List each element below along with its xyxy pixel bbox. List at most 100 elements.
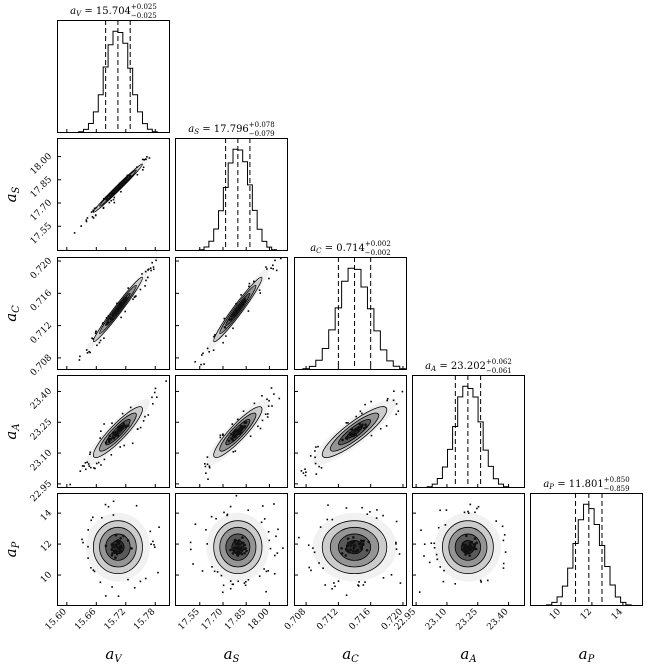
sample-point	[99, 339, 102, 342]
sample-point	[123, 444, 125, 447]
panel-a_C-vs-a_C: aC = 0.714+0.002 −0.002	[294, 240, 407, 370]
sample-point	[253, 280, 255, 283]
sample-point	[202, 352, 204, 355]
sample-point	[222, 433, 224, 435]
x-tick-label-a_A: 23.10	[424, 607, 449, 632]
sample-point	[192, 563, 194, 565]
core-point	[114, 549, 117, 552]
core-point	[464, 543, 467, 547]
panel-a_A-vs-a_S	[175, 375, 288, 488]
core-point	[347, 551, 351, 554]
sample-point	[267, 413, 269, 415]
sample-point	[102, 207, 105, 209]
sample-point	[215, 517, 217, 520]
core-point	[464, 553, 467, 556]
core-point	[227, 439, 231, 443]
core-point	[240, 426, 243, 430]
sample-point	[280, 257, 282, 260]
core-point	[236, 308, 239, 311]
sample-point	[116, 302, 118, 305]
sample-point	[86, 461, 89, 463]
sample-point	[385, 425, 388, 427]
sample-point	[144, 158, 147, 160]
core-point	[475, 541, 478, 544]
sample-point	[469, 503, 472, 506]
core-point	[122, 534, 125, 538]
y-tick-label-a_P: 14	[39, 508, 54, 523]
core-point	[234, 433, 238, 437]
core-point	[129, 174, 132, 178]
sample-point	[315, 473, 318, 475]
sample-point	[232, 451, 235, 453]
sample-point	[205, 472, 207, 474]
sample-point	[79, 355, 81, 358]
core-point	[466, 547, 469, 551]
sample-point	[395, 541, 397, 544]
sample-point	[210, 515, 213, 518]
sample-point	[436, 558, 439, 561]
sample-point	[326, 518, 329, 521]
sample-point	[265, 590, 267, 593]
sample-point	[445, 509, 448, 511]
panel-a_P-vs-a_A	[412, 493, 525, 606]
sample-point	[273, 393, 275, 395]
sample-point	[393, 390, 395, 392]
sample-point	[95, 330, 97, 333]
panel-a_P-vs-a_P: aP = 11.801+0.850 −0.859	[530, 476, 643, 606]
core-point	[460, 548, 464, 551]
y-tick-label-a_A: 23.10	[29, 448, 54, 473]
sample-point	[407, 564, 409, 566]
sample-point	[287, 545, 288, 547]
sample-point	[87, 529, 89, 531]
x-axis-label-a_V: aV	[105, 645, 123, 664]
sample-point	[152, 403, 154, 405]
core-point	[239, 548, 242, 552]
core-point	[352, 536, 355, 539]
sample-point	[141, 158, 144, 161]
core-point	[107, 438, 110, 441]
core-point	[112, 545, 116, 549]
sample-point	[503, 534, 506, 536]
panel-frame	[57, 257, 170, 370]
sample-point	[103, 423, 105, 425]
core-point	[344, 554, 348, 557]
core-point	[345, 437, 349, 440]
core-point	[468, 554, 472, 557]
core-point	[474, 547, 478, 551]
sample-point	[97, 461, 100, 464]
sample-point	[312, 547, 314, 549]
sample-point	[124, 310, 126, 313]
sample-point	[146, 156, 148, 158]
sample-point	[274, 259, 276, 262]
sample-point	[89, 351, 91, 354]
core-point	[233, 539, 237, 542]
sample-point	[242, 410, 245, 412]
sample-point	[91, 337, 93, 339]
sample-point	[275, 252, 277, 254]
sample-point	[93, 467, 95, 469]
sample-point	[243, 582, 246, 584]
sample-point	[310, 569, 312, 572]
core-point	[466, 551, 470, 555]
sample-point	[268, 399, 270, 402]
core-point	[236, 545, 240, 549]
core-point	[234, 546, 237, 550]
sample-point	[331, 588, 333, 590]
core-point	[473, 537, 477, 540]
core-point	[238, 306, 242, 309]
y-tick-label-a_P: 12	[39, 539, 54, 554]
sample-point	[148, 157, 151, 159]
sample-point	[364, 581, 366, 583]
sample-point	[397, 410, 400, 412]
core-point	[232, 433, 235, 437]
core-point	[237, 428, 240, 432]
sample-point	[142, 166, 145, 169]
x-tick-label-a_A: 23.40	[485, 607, 510, 632]
core-point	[233, 550, 236, 554]
sample-point	[278, 397, 281, 400]
sample-point	[261, 419, 264, 422]
x-axis-label-a_C: aC	[342, 645, 359, 664]
sample-point	[263, 518, 266, 520]
sample-point	[395, 403, 398, 405]
